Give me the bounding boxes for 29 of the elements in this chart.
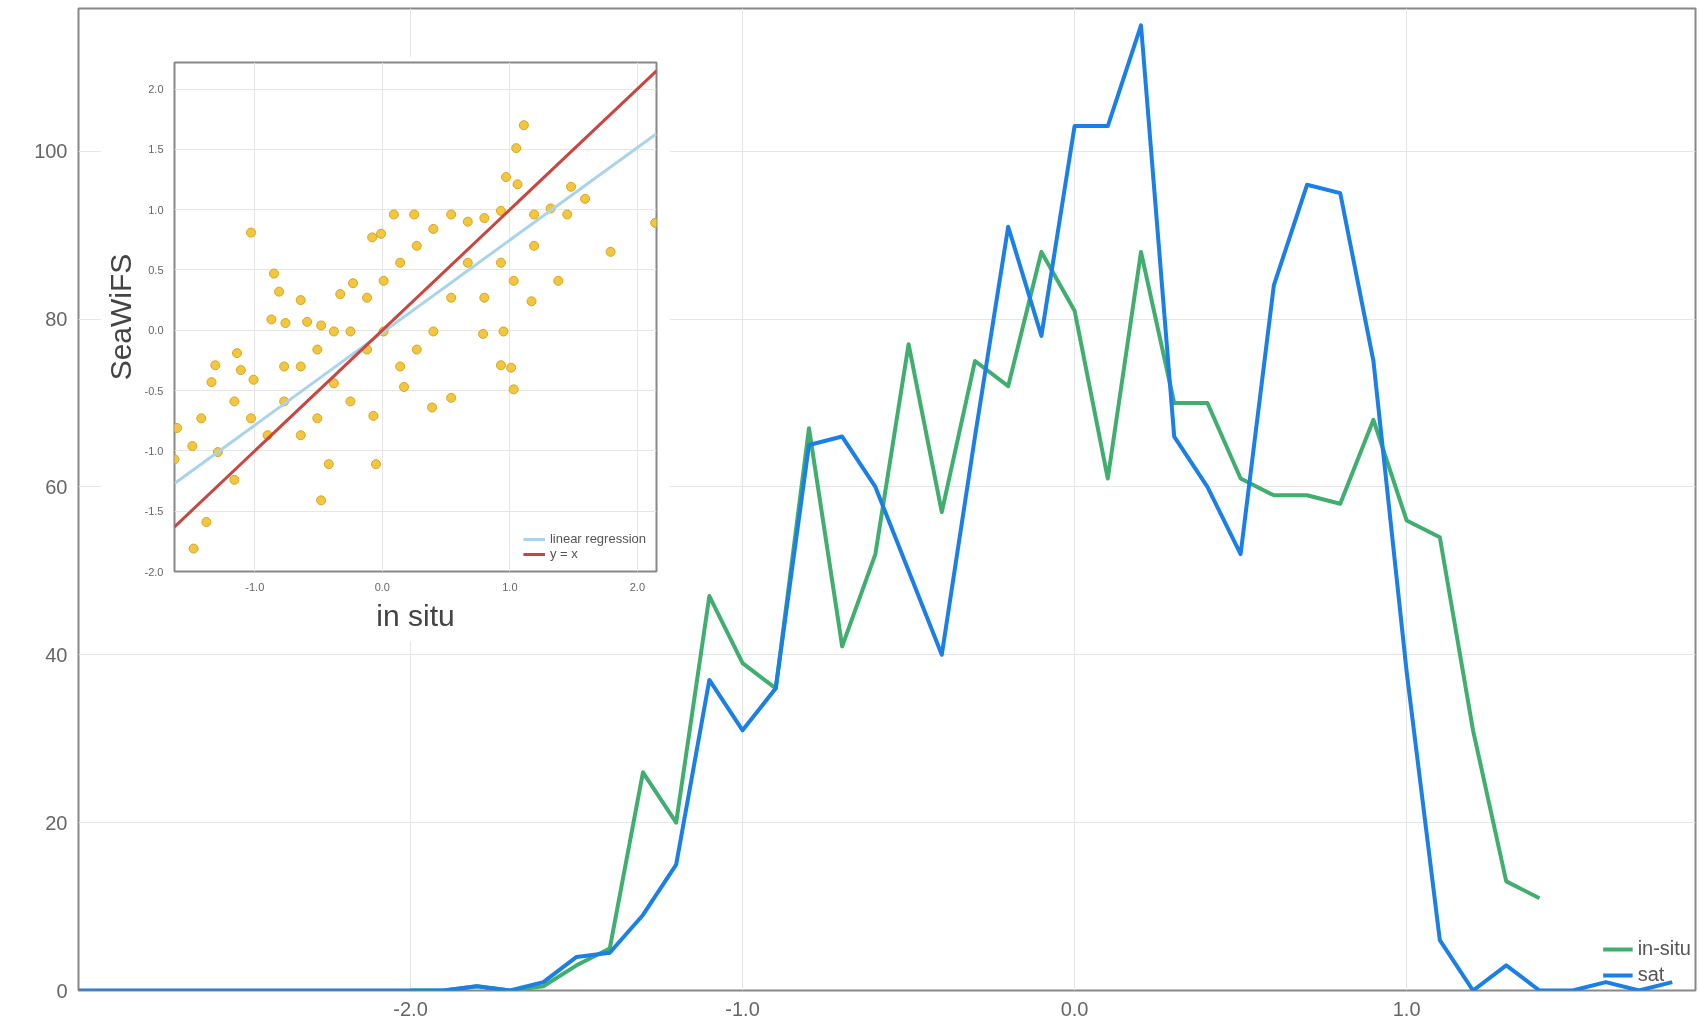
y-tick-label: 80 — [45, 308, 68, 331]
y-tick-label: 1.0 — [148, 203, 164, 216]
x-tick-label: -2.0 — [393, 997, 428, 1020]
x-axis-title: in situ — [376, 598, 455, 632]
x-tick-label: -1.0 — [725, 997, 760, 1020]
legend-label: in-situ — [1637, 937, 1691, 960]
x-tick-label: 0.0 — [1060, 997, 1089, 1020]
y-axis-title: SeaWiFS — [103, 253, 137, 381]
y-tick-label: 0.5 — [148, 263, 164, 276]
x-tick-label: 1.0 — [1392, 997, 1421, 1020]
x-tick-label: 0.0 — [374, 580, 390, 593]
y-tick-label: 100 — [34, 140, 68, 163]
y-tick-label: -2.0 — [144, 565, 164, 578]
y-tick-label: 0 — [56, 979, 68, 1002]
legend-label: linear regression — [549, 531, 646, 546]
y-tick-label: 0.0 — [148, 324, 164, 337]
x-tick-label: 1.0 — [502, 580, 518, 593]
y-tick-label: 60 — [45, 475, 68, 498]
y-tick-label: -1.0 — [144, 444, 164, 457]
y-tick-label: 1.5 — [148, 143, 164, 156]
y-tick-label: -1.5 — [144, 505, 164, 518]
y-tick-label: 20 — [45, 811, 68, 834]
y-tick-label: -0.5 — [144, 384, 164, 397]
x-tick-label: -1.0 — [245, 580, 265, 593]
x-tick-label: 2.0 — [629, 580, 646, 593]
y-tick-label: 40 — [45, 643, 68, 666]
y-tick-label: 2.0 — [148, 83, 164, 96]
legend-label: y = x — [549, 546, 578, 561]
legend-label: sat — [1637, 963, 1665, 986]
